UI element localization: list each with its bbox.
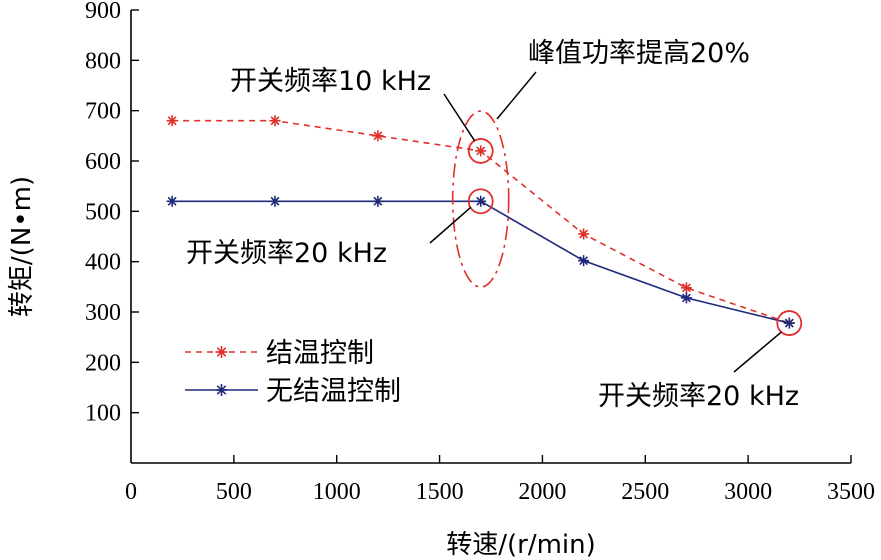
x-tick-label: 3000 — [724, 479, 772, 505]
x-axis-label: 转速/(r/min) — [446, 530, 596, 560]
series-2-point — [578, 255, 590, 267]
y-tick-label: 300 — [85, 300, 121, 326]
highlight-circle-10khz — [467, 138, 494, 164]
legend-label-1: 结温控制 — [266, 338, 374, 369]
peak-power-ellipse — [451, 110, 510, 288]
annotation-text-4: 开关频率20 kHz — [598, 381, 799, 412]
annotation-text-3: 开关频率20 kHz — [186, 238, 387, 269]
x-tick-label: 0 — [125, 479, 137, 505]
y-tick-label: 200 — [85, 350, 121, 376]
series-2-point — [680, 292, 692, 304]
axes — [130, 9, 852, 464]
series-1-point — [475, 145, 487, 157]
series-layer — [166, 115, 795, 329]
legend-label-2: 无结温控制 — [266, 376, 401, 407]
annotations-layer: 开关频率10 kHz 峰值功率提高20% 开关频率20 kHz 开关频率20 kHz — [186, 38, 803, 412]
y-tick-label: 500 — [85, 199, 121, 225]
series-2-point — [475, 195, 487, 207]
y-tick-label: 900 — [85, 0, 121, 24]
legend-marker-2 — [215, 384, 228, 396]
leader-10khz — [443, 93, 476, 142]
series-1-point — [269, 115, 281, 127]
y-tick-label: 800 — [85, 48, 121, 74]
series-2-point — [166, 195, 178, 207]
y-tick-label: 700 — [85, 99, 121, 125]
series-1-point — [680, 282, 692, 294]
annotation-text-2: 峰值功率提高20% — [528, 38, 750, 69]
legend-marker-1 — [215, 346, 228, 358]
x-tick-label: 1000 — [313, 479, 361, 505]
y-axis-label: 转矩/(N•m) — [7, 176, 37, 317]
x-tick-label: 2000 — [518, 479, 566, 505]
series-2-point — [269, 195, 281, 207]
tick-labels: 0 500 1000 1500 2000 2500 3000 3500 100 200 300 400… — [85, 0, 875, 505]
highlight-circle-high-speed — [776, 310, 803, 336]
leader-high-speed — [733, 331, 782, 373]
y-tick-label: 600 — [85, 149, 121, 175]
highlight-circle-20khz — [467, 188, 494, 215]
y-tick-label: 100 — [85, 401, 121, 427]
x-tick-label: 500 — [216, 479, 252, 505]
leader-peak-power — [496, 71, 537, 120]
annotation-text-1: 开关频率10 kHz — [230, 66, 431, 97]
x-tick-label: 2500 — [621, 479, 669, 505]
series-2-point — [372, 195, 384, 207]
series-1-point — [166, 115, 178, 127]
x-tick-label: 1500 — [416, 479, 464, 505]
leader-20khz — [429, 206, 472, 244]
y-tick-label: 400 — [85, 250, 121, 276]
series-1-point — [578, 228, 590, 240]
series-1-point — [372, 130, 384, 142]
x-tick-label: 3500 — [827, 479, 875, 505]
series-2-point — [783, 317, 795, 329]
